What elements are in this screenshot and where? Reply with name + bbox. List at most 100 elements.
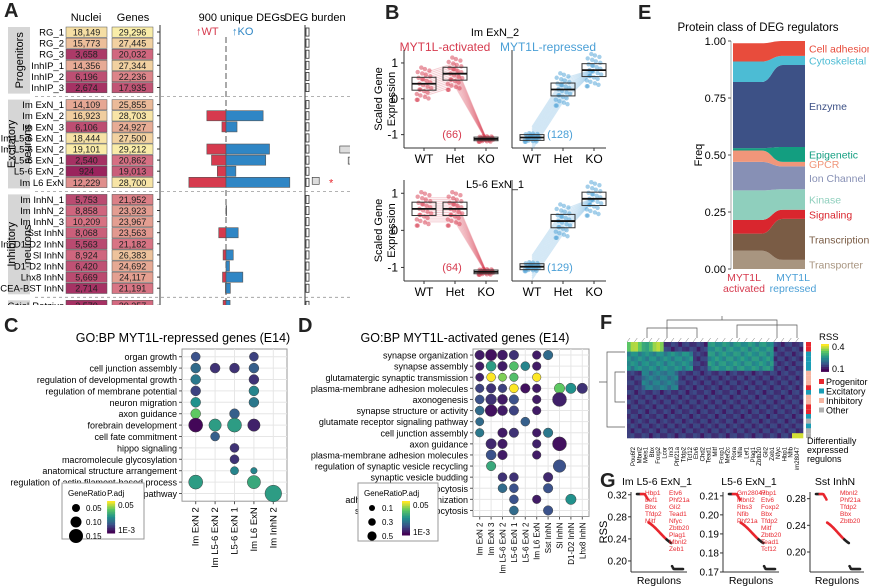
- heatmap-cell: [630, 375, 635, 381]
- heatmap-cell: [733, 342, 738, 348]
- heatmap-cell: [737, 366, 741, 372]
- data-point: [422, 66, 428, 72]
- heatmap-cell: [649, 356, 653, 362]
- heatmap-cell: [755, 409, 760, 415]
- data-point: [595, 70, 600, 76]
- heatmap-cell: [674, 399, 679, 405]
- x-tick-label: WT: [415, 152, 434, 166]
- heatmap-cell: [770, 414, 774, 420]
- genes-cell: [111, 82, 154, 94]
- heatmap-cell: [682, 409, 686, 415]
- heatmap-cell: [649, 428, 653, 434]
- y-tick-label: 0.25: [705, 207, 726, 219]
- enrichment-dot: [520, 361, 531, 371]
- heatmap-cell: [707, 380, 712, 386]
- heatmap-cell: [682, 356, 686, 362]
- heatmap-cell: [722, 366, 727, 372]
- heatmap-cell: [674, 370, 679, 376]
- genes-cell: [111, 99, 154, 111]
- data-point: [559, 77, 564, 82]
- heatmap-cell: [715, 404, 719, 410]
- heatmap-cell: [762, 433, 767, 439]
- x-tick-label: Im L5-6 ExN 2: [499, 522, 508, 574]
- heatmap-cell: [682, 370, 686, 376]
- data-point: [594, 64, 599, 70]
- heatmap-cell: [777, 409, 782, 415]
- data-point: [414, 217, 419, 222]
- colorbar-segment: [107, 515, 116, 518]
- data-point: [567, 211, 572, 216]
- heatmap-cell: [744, 380, 749, 386]
- heatmap-cell: [707, 394, 712, 400]
- y-tick-label: 0.24: [787, 521, 807, 532]
- nuclei-cell: [65, 132, 108, 144]
- heatmap-cell: [707, 361, 712, 367]
- panel-b-label: B: [385, 2, 400, 24]
- colorbar-segment: [402, 514, 410, 517]
- heatmap-cell: [663, 404, 668, 410]
- heatmap-cell: [740, 418, 745, 424]
- data-point: [428, 74, 433, 79]
- heatmap-cell: [792, 418, 796, 424]
- heatmap-cell: [799, 370, 804, 376]
- nuclei-value: 16,923: [73, 111, 101, 121]
- heatmap-cell: [751, 366, 756, 372]
- enrichment-dot: [485, 360, 497, 372]
- heatmap-cell: [777, 423, 782, 429]
- enrichment-dot: [532, 450, 542, 460]
- heatmap-cell: [682, 394, 686, 400]
- heatmap-cell: [773, 356, 778, 362]
- heatmap-cell: [700, 370, 705, 376]
- genes-value: 19,013: [119, 167, 147, 177]
- heatmap-cell: [729, 399, 734, 405]
- heatmap-cell: [748, 394, 752, 400]
- dendrogram-leaf: [707, 337, 711, 343]
- heatmap-cell: [630, 433, 635, 439]
- gene-trace: [424, 206, 487, 272]
- heatmap-cell: [630, 409, 635, 415]
- heatmap-cell: [660, 351, 664, 357]
- panel-a-label: A: [4, 0, 19, 22]
- heatmap-cell: [762, 390, 767, 396]
- heatmap-cell: [696, 366, 701, 372]
- heatmap-cell: [744, 351, 749, 357]
- heatmap-cell: [634, 414, 639, 420]
- dendrogram-leaf: [795, 337, 799, 343]
- heatmap-cell: [784, 433, 789, 439]
- heatmap-cell: [748, 356, 752, 362]
- heatmap-cell: [781, 418, 785, 424]
- data-point: [589, 51, 594, 57]
- heatmap-cell: [674, 346, 679, 352]
- heatmap-cell: [700, 351, 705, 357]
- heatmap-cell: [773, 366, 778, 372]
- heatmap-cell: [693, 380, 697, 386]
- data-point: [453, 56, 459, 62]
- heatmap-cell: [678, 399, 683, 405]
- x-tick-label: Sst InhN: [544, 522, 553, 553]
- table-row: Im ExN_1 14,109 25,855: [22, 99, 310, 111]
- data-point: [557, 99, 562, 104]
- heatmap-cell: [799, 390, 804, 396]
- heatmap-cell: [766, 423, 771, 429]
- heatmap-cell: [711, 346, 716, 352]
- heatmap-cell: [751, 351, 756, 357]
- burden-box: [305, 272, 310, 282]
- heatmap-cell: [649, 375, 653, 381]
- data-point: [456, 209, 461, 215]
- heatmap-cell: [667, 414, 672, 420]
- heatmap-cell: [715, 346, 719, 352]
- heatmap-cell: [751, 356, 756, 362]
- term-label: synaptic vesicle budding: [370, 473, 468, 483]
- heatmap-cell: [795, 423, 800, 429]
- enrichment-dot: [248, 362, 260, 374]
- heatmap-cell: [718, 428, 723, 434]
- heatmap-cell: [792, 414, 796, 420]
- table-row: Im D1-D2 InhN 5,563 21,182: [1, 238, 310, 250]
- enrichment-dot: [552, 436, 567, 452]
- heatmap-cell: [638, 423, 642, 429]
- heatmap-cell: [733, 399, 738, 405]
- heatmap-cell: [627, 385, 631, 391]
- gene-label: Chd2: [700, 446, 706, 461]
- y-tick-label: 0.18: [700, 548, 720, 559]
